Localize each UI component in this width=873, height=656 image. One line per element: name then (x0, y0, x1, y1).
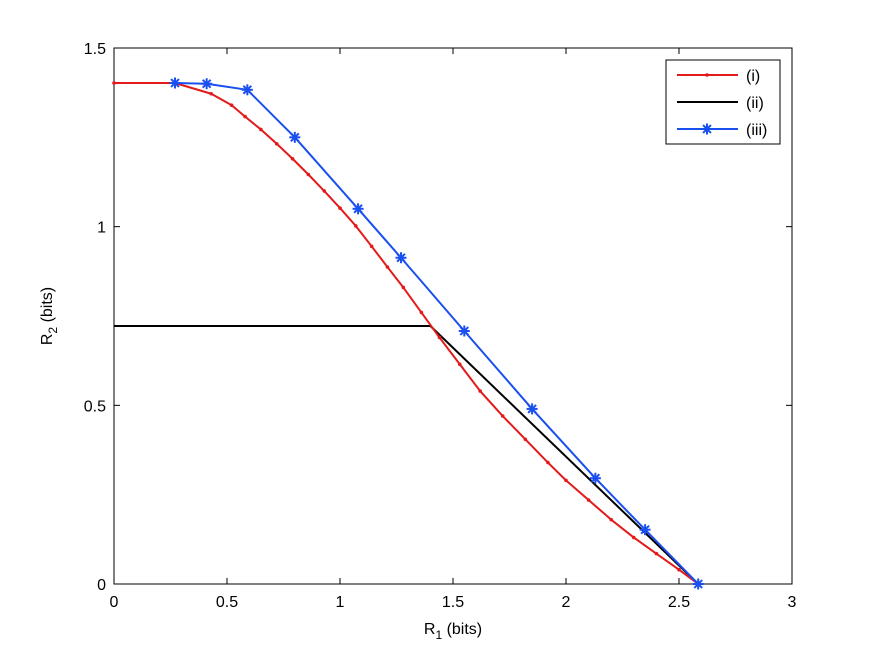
legend-entry: (ii) (677, 95, 764, 112)
data-point (241, 84, 253, 96)
data-point (419, 310, 424, 315)
data-point (654, 551, 659, 556)
data-point (639, 524, 651, 536)
legend-label: (ii) (746, 95, 764, 112)
axis-ticks: 0 0.5 1 1.5 2 2.5 3 0 0.5 1 1.5 (84, 41, 797, 611)
data-point (589, 472, 601, 484)
data-point (229, 103, 234, 107)
series-layer (112, 77, 704, 590)
legend-entry: (i) (677, 68, 760, 85)
data-point (564, 478, 568, 483)
legend: (i) (ii) (iii) (665, 59, 781, 145)
series-3 (169, 77, 704, 590)
x-tick-label: 0.5 (216, 594, 238, 611)
data-point (705, 73, 709, 77)
data-point (609, 517, 613, 522)
y-tick-label: 0.5 (84, 398, 106, 415)
legend-entry: (iii) (677, 122, 767, 139)
data-point (526, 403, 538, 415)
data-point (692, 578, 704, 590)
legend-label: (i) (746, 68, 760, 85)
data-point (306, 172, 311, 177)
legend-label: (iii) (746, 122, 767, 139)
data-point (677, 567, 681, 572)
data-point (322, 189, 326, 193)
data-point (546, 460, 550, 465)
y-axis-title: R2 (bits) (39, 287, 60, 345)
data-point (289, 131, 301, 143)
data-point (701, 123, 713, 135)
data-point (169, 77, 181, 89)
data-point (385, 265, 390, 269)
data-point (500, 414, 505, 418)
data-point (395, 252, 407, 264)
x-tick-label: 1.5 (442, 594, 464, 611)
data-point (338, 206, 342, 210)
data-point (523, 437, 528, 442)
data-point (586, 498, 591, 502)
data-point (632, 535, 636, 540)
data-point (112, 81, 116, 85)
data-point (259, 127, 263, 132)
data-point (201, 78, 213, 90)
x-tick-label: 2 (562, 594, 571, 611)
y-tick-label: 1.5 (84, 41, 106, 58)
data-point (458, 325, 470, 337)
data-point (274, 141, 279, 146)
x-tick-label: 3 (788, 594, 797, 611)
data-point (209, 91, 213, 96)
x-axis-title: R1 (bits) (424, 621, 482, 642)
y-tick-label: 0 (97, 577, 106, 594)
data-point (369, 244, 374, 249)
data-point (478, 389, 482, 393)
data-point (437, 335, 442, 340)
data-point (457, 362, 462, 367)
data-point (290, 156, 295, 161)
data-point (401, 285, 406, 290)
y-tick-label: 1 (97, 220, 106, 237)
x-tick-label: 0 (110, 594, 119, 611)
data-point (352, 203, 364, 215)
x-tick-label: 2.5 (668, 594, 690, 611)
x-tick-label: 1 (336, 594, 345, 611)
data-point (354, 224, 358, 228)
data-point (243, 114, 247, 119)
